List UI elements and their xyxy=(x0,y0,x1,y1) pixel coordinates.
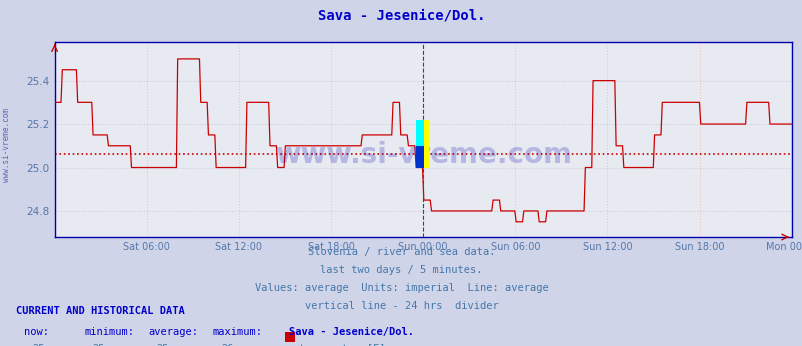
Text: Sava - Jesenice/Dol.: Sava - Jesenice/Dol. xyxy=(289,327,414,337)
Polygon shape xyxy=(415,146,424,167)
Text: CURRENT AND HISTORICAL DATA: CURRENT AND HISTORICAL DATA xyxy=(16,306,184,316)
Text: last two days / 5 minutes.: last two days / 5 minutes. xyxy=(320,265,482,275)
Text: average:: average: xyxy=(148,327,198,337)
Text: Sava - Jesenice/Dol.: Sava - Jesenice/Dol. xyxy=(318,9,484,22)
Text: 26: 26 xyxy=(221,344,233,346)
Text: 25: 25 xyxy=(92,344,105,346)
Text: vertical line - 24 hrs  divider: vertical line - 24 hrs divider xyxy=(304,301,498,311)
Text: now:: now: xyxy=(24,327,49,337)
Text: www.si-vreme.com: www.si-vreme.com xyxy=(2,108,11,182)
Text: Values: average  Units: imperial  Line: average: Values: average Units: imperial Line: av… xyxy=(254,283,548,293)
Polygon shape xyxy=(419,120,429,167)
Text: temperature[F]: temperature[F] xyxy=(298,344,386,346)
Text: maximum:: maximum: xyxy=(213,327,262,337)
Text: 25: 25 xyxy=(32,344,45,346)
Text: Slovenia / river and sea data.: Slovenia / river and sea data. xyxy=(307,247,495,257)
Text: minimum:: minimum: xyxy=(84,327,134,337)
Text: 25: 25 xyxy=(156,344,169,346)
Polygon shape xyxy=(415,120,424,146)
Text: www.si-vreme.com: www.si-vreme.com xyxy=(274,141,571,169)
